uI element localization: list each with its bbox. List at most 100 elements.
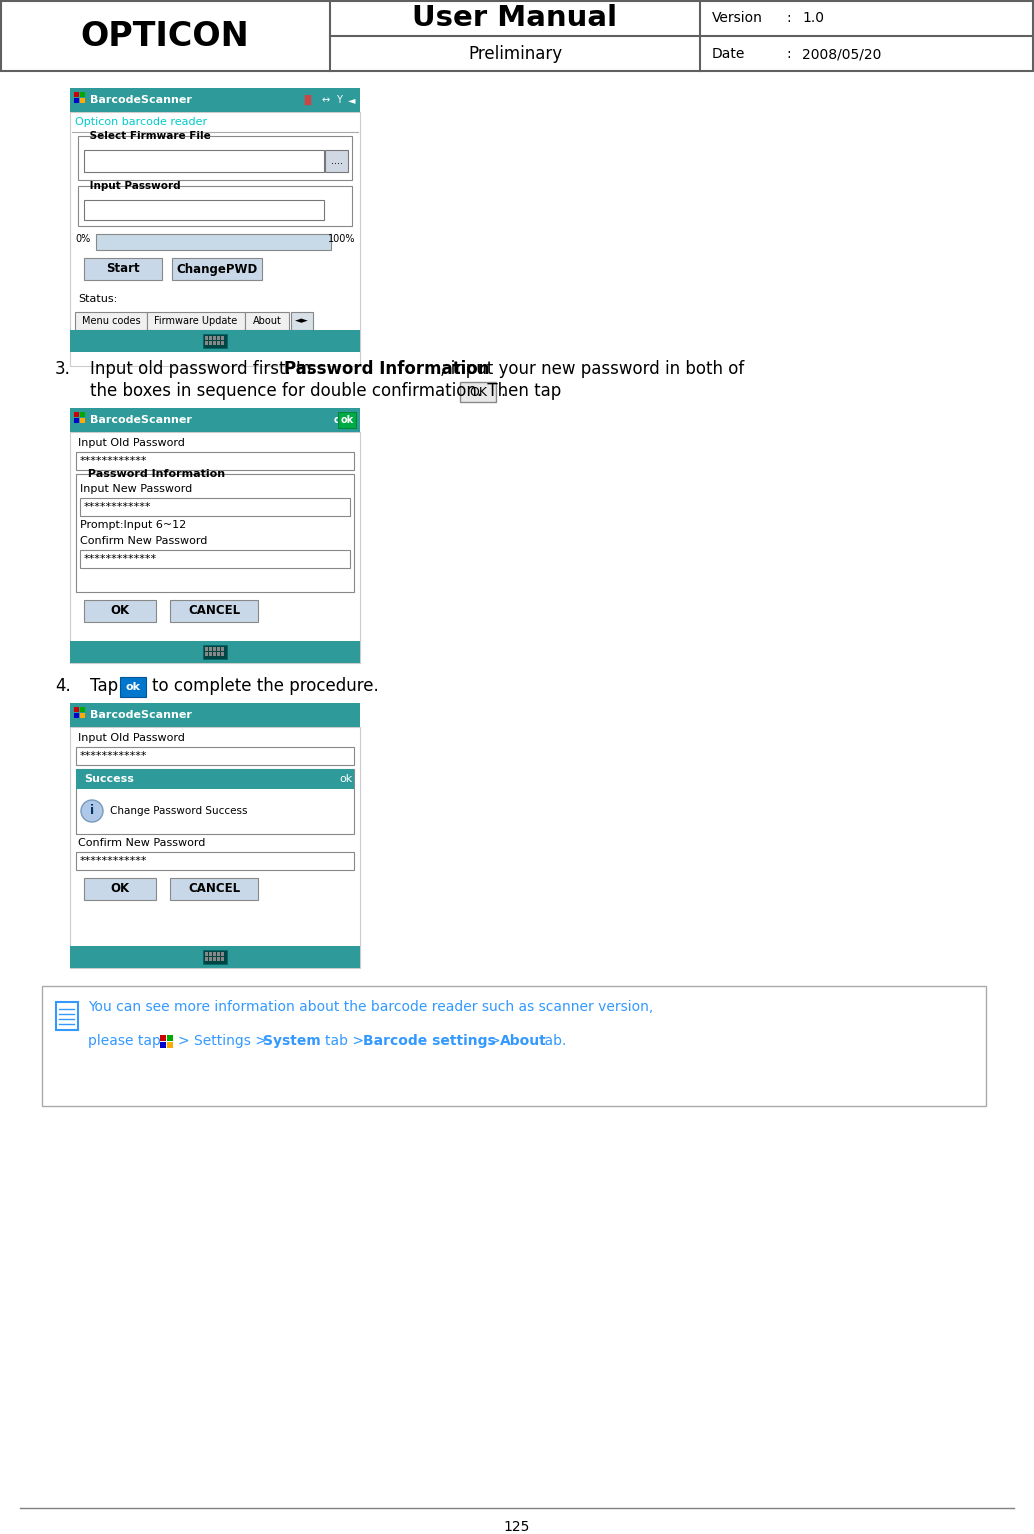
Bar [77, 769, 354, 788]
Text: ◄: ◄ [348, 95, 356, 104]
Bar [96, 235, 331, 250]
Bar [74, 92, 79, 97]
Bar [245, 311, 288, 330]
Bar [209, 953, 212, 956]
Bar [70, 408, 360, 433]
Bar [209, 341, 212, 345]
Bar [70, 727, 360, 968]
Bar [291, 311, 313, 330]
Text: :: : [786, 11, 791, 25]
Bar [80, 98, 85, 103]
Bar [209, 652, 212, 657]
Text: Select Firmware File: Select Firmware File [86, 130, 214, 141]
Bar [205, 953, 208, 956]
Text: Barcode settings: Barcode settings [363, 1034, 495, 1048]
Text: :: : [786, 48, 791, 61]
Text: , input your new password in both of: , input your new password in both of [440, 360, 744, 377]
Bar [203, 644, 227, 660]
Bar [78, 137, 352, 179]
Text: 1.0: 1.0 [802, 11, 824, 25]
Text: Start: Start [107, 262, 140, 276]
Bar [221, 647, 224, 650]
Bar [213, 647, 216, 650]
Bar [74, 98, 79, 103]
Bar [77, 851, 354, 870]
Bar [205, 336, 208, 341]
Bar [205, 341, 208, 345]
Bar [217, 957, 220, 960]
Text: Opticon barcode reader: Opticon barcode reader [75, 117, 207, 127]
Text: OK: OK [111, 604, 129, 618]
Bar [213, 953, 216, 956]
Text: Success: Success [84, 775, 133, 784]
Bar [80, 92, 85, 97]
Bar [42, 986, 986, 1106]
Bar [77, 747, 354, 765]
Bar [74, 413, 79, 417]
Bar [203, 950, 227, 963]
Bar [120, 676, 146, 696]
Bar [217, 647, 220, 650]
Text: About: About [252, 316, 281, 327]
Bar [78, 186, 352, 225]
Bar [209, 957, 212, 960]
Text: ↔: ↔ [322, 95, 330, 104]
Bar [80, 713, 85, 718]
Bar [75, 311, 147, 330]
Bar [213, 957, 216, 960]
Text: Input old password first. In: Input old password first. In [90, 360, 316, 377]
Bar [70, 641, 360, 663]
Text: User Manual: User Manual [413, 5, 617, 32]
Bar [80, 417, 85, 423]
Text: ************: ************ [80, 456, 148, 466]
Bar [213, 652, 216, 657]
Text: ....: .... [331, 156, 343, 166]
Bar [221, 652, 224, 657]
Text: CANCEL: CANCEL [188, 604, 240, 618]
Bar [172, 258, 262, 281]
Bar [77, 769, 354, 834]
Bar [70, 946, 360, 968]
Text: Confirm New Password: Confirm New Password [78, 838, 206, 848]
Bar [160, 1042, 166, 1048]
Text: 4.: 4. [55, 676, 70, 695]
Bar [203, 334, 227, 348]
Text: 3.: 3. [55, 360, 71, 377]
Text: ChangePWD: ChangePWD [177, 262, 257, 276]
Bar [74, 707, 79, 712]
Bar [325, 150, 348, 172]
Bar [217, 341, 220, 345]
Text: BarcodeScanner: BarcodeScanner [90, 416, 192, 425]
Bar [217, 652, 220, 657]
Bar [168, 1042, 173, 1048]
Bar [205, 652, 208, 657]
Bar [213, 336, 216, 341]
Bar [217, 953, 220, 956]
Text: You can see more information about the barcode reader such as scanner version,: You can see more information about the b… [88, 1000, 653, 1014]
Bar [70, 703, 360, 727]
Text: Prompt:Input 6~12: Prompt:Input 6~12 [80, 520, 186, 531]
Bar [70, 87, 360, 112]
Text: ok: ok [333, 416, 346, 425]
Text: Password Information: Password Information [284, 360, 490, 377]
Text: System: System [263, 1034, 321, 1048]
Bar [221, 341, 224, 345]
Text: tab >: tab > [325, 1034, 364, 1048]
Bar [80, 499, 349, 515]
Text: 125: 125 [504, 1520, 530, 1534]
Bar [217, 336, 220, 341]
Text: ************: ************ [84, 502, 152, 512]
Bar [205, 957, 208, 960]
Text: Date: Date [712, 48, 746, 61]
Bar [84, 600, 156, 621]
Text: Change Password Success: Change Password Success [110, 805, 247, 816]
Bar [70, 112, 360, 367]
Text: Preliminary: Preliminary [468, 44, 562, 63]
Bar [56, 1002, 78, 1029]
Text: Input Old Password: Input Old Password [78, 439, 185, 448]
Bar [168, 1035, 173, 1042]
Text: >: > [488, 1034, 499, 1048]
Bar [77, 453, 354, 469]
Text: 0%: 0% [75, 235, 90, 244]
Bar [221, 953, 224, 956]
